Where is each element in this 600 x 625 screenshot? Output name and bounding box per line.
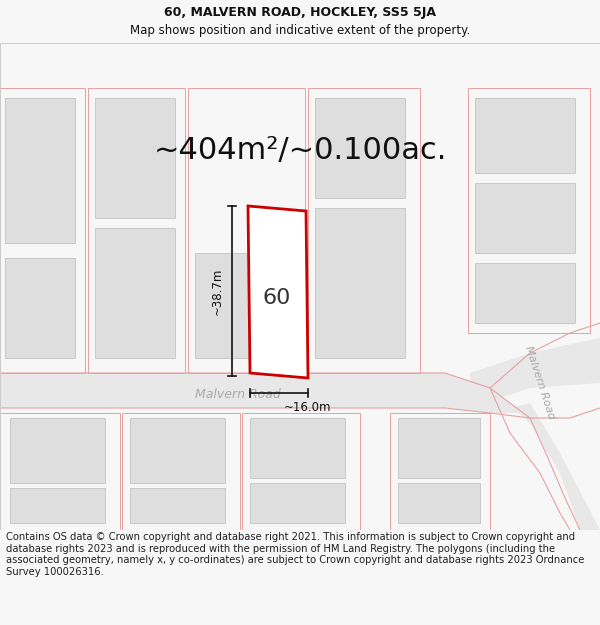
Bar [195,253,295,358]
Bar [10,488,105,523]
Text: Malvern Road: Malvern Road [195,389,281,401]
Bar [250,483,345,523]
Bar [315,98,405,198]
Bar [315,208,405,358]
Polygon shape [470,338,600,408]
Text: ~16.0m: ~16.0m [284,401,331,414]
Text: ~404m²/~0.100ac.: ~404m²/~0.100ac. [154,136,446,166]
Bar [398,418,480,478]
Bar [475,263,575,323]
Polygon shape [490,388,600,530]
Bar [130,488,225,523]
Bar [250,418,345,478]
Bar [398,483,480,523]
Text: Malvern Road: Malvern Road [523,345,557,421]
Bar [130,418,225,483]
Bar [10,418,105,483]
Bar [5,98,75,243]
Bar [468,88,590,333]
Polygon shape [248,206,308,378]
Bar [122,413,240,530]
Text: 60: 60 [263,288,291,308]
Text: Map shows position and indicative extent of the property.: Map shows position and indicative extent… [130,24,470,36]
Bar [88,88,185,373]
Text: 60, MALVERN ROAD, HOCKLEY, SS5 5JA: 60, MALVERN ROAD, HOCKLEY, SS5 5JA [164,6,436,19]
Bar [475,98,575,173]
Text: Contains OS data © Crown copyright and database right 2021. This information is : Contains OS data © Crown copyright and d… [6,532,584,577]
Bar [390,413,490,530]
Bar [475,183,575,253]
Bar [5,258,75,358]
Bar [242,413,360,530]
Bar [95,98,175,218]
Polygon shape [0,373,530,418]
Bar [308,88,420,373]
Bar [0,413,120,530]
Bar [188,88,305,373]
Text: ~38.7m: ~38.7m [211,268,224,315]
Bar [0,88,85,373]
Bar [95,228,175,358]
